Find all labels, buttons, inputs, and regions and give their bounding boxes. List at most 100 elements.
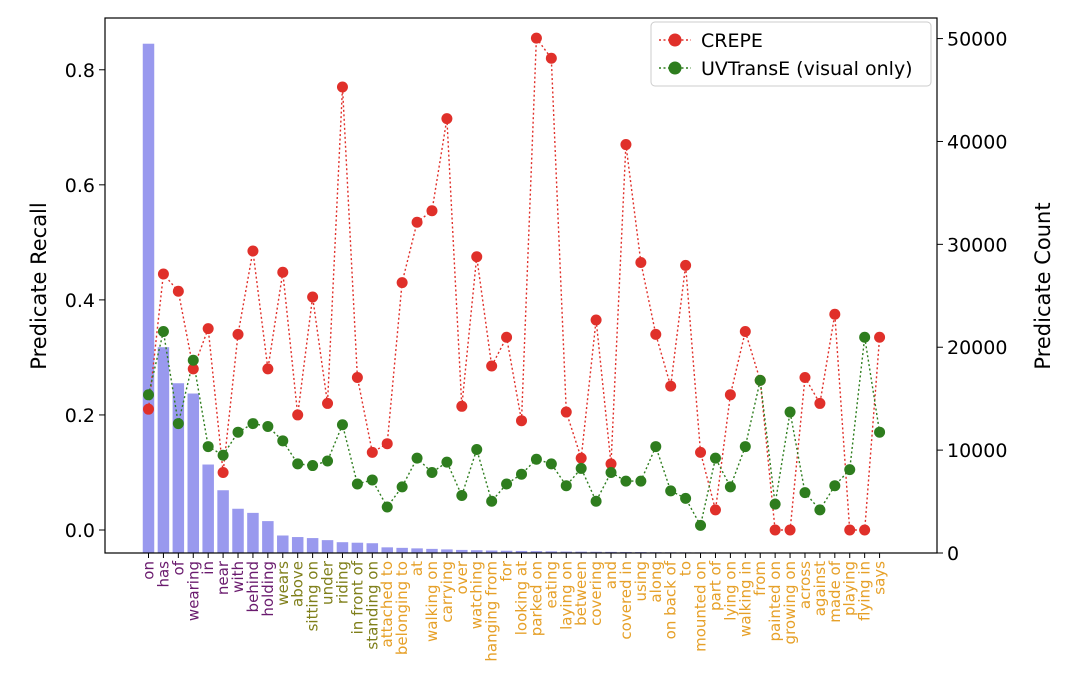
series-2-point-50 bbox=[874, 426, 886, 438]
series-2-point-9 bbox=[262, 420, 274, 432]
series-1-point-47 bbox=[829, 308, 841, 320]
series-2-point-12 bbox=[307, 460, 319, 472]
bar-15 bbox=[351, 542, 364, 553]
series-1-point-38 bbox=[695, 446, 707, 458]
series-2-point-26 bbox=[516, 468, 527, 480]
x-category-label-12: sitting on bbox=[304, 561, 322, 631]
series-2-point-43 bbox=[769, 498, 781, 510]
x-category-label-17: attached to bbox=[378, 561, 396, 647]
series-1-point-44 bbox=[784, 524, 796, 536]
x-category-label-33: covered in bbox=[617, 561, 635, 640]
bar-7 bbox=[232, 508, 244, 553]
series-2-point-29 bbox=[560, 480, 572, 492]
series-2-point-10 bbox=[277, 435, 289, 447]
bar-30 bbox=[575, 551, 587, 553]
x-category-label-42: from bbox=[751, 561, 769, 596]
x-category-label-10: wears bbox=[274, 561, 292, 606]
legend-label-2: UVTransE (visual only) bbox=[701, 58, 913, 80]
series-1-point-3 bbox=[172, 285, 184, 297]
series-2-point-32 bbox=[605, 466, 617, 478]
x-category-label-44: growing on bbox=[781, 561, 799, 644]
x-category-label-11: above bbox=[289, 561, 307, 607]
series-2-point-16 bbox=[366, 474, 378, 486]
bar-3 bbox=[172, 383, 185, 553]
bar-31 bbox=[590, 551, 602, 553]
series-1-point-1 bbox=[143, 403, 154, 415]
y-right-tick-label-5: 40000 bbox=[947, 131, 1007, 153]
series-1-point-33 bbox=[620, 139, 632, 151]
x-category-label-16: standing on bbox=[363, 561, 381, 650]
series-2-point-34 bbox=[635, 475, 647, 487]
y-right-tick-label-2: 10000 bbox=[947, 440, 1007, 462]
x-category-label-40: lying on bbox=[721, 561, 739, 621]
series-2-point-3 bbox=[172, 418, 184, 430]
series-1-point-31 bbox=[590, 314, 602, 326]
series-1-point-50 bbox=[874, 331, 886, 343]
x-category-label-13: under bbox=[319, 560, 337, 605]
legend-label-1: CREPE bbox=[701, 30, 763, 52]
series-1-point-40 bbox=[724, 389, 736, 401]
bar-26 bbox=[515, 550, 528, 553]
bar-19 bbox=[411, 548, 423, 553]
series-1-point-37 bbox=[680, 259, 692, 271]
bar-29 bbox=[560, 551, 573, 553]
x-category-label-3: of bbox=[169, 560, 187, 575]
bar-11 bbox=[291, 537, 304, 553]
series-1-point-36 bbox=[665, 380, 677, 392]
series-1-point-4 bbox=[187, 363, 199, 375]
series-2-point-47 bbox=[829, 480, 841, 492]
series-2-point-39 bbox=[709, 452, 721, 464]
x-category-label-46: against bbox=[811, 561, 829, 616]
category-labels-layer: onhasofwearinginnearwithbehindholdingwea… bbox=[140, 560, 889, 661]
x-category-label-4: wearing bbox=[184, 561, 202, 621]
bar-27 bbox=[530, 551, 543, 553]
series-1-point-27 bbox=[530, 32, 542, 44]
series-1-point-19 bbox=[411, 216, 423, 228]
series-1-point-7 bbox=[232, 328, 244, 340]
series-2-point-7 bbox=[232, 426, 244, 438]
series-2-point-13 bbox=[322, 455, 334, 467]
series-1-point-15 bbox=[351, 372, 363, 384]
series-1-point-9 bbox=[262, 363, 274, 375]
series-line-1 bbox=[147, 36, 881, 531]
series-2-point-4 bbox=[187, 354, 199, 366]
series-2-point-44 bbox=[784, 406, 796, 418]
series-2-point-25 bbox=[501, 478, 513, 490]
series-1-point-20 bbox=[426, 205, 438, 217]
lines-layer bbox=[143, 32, 886, 536]
series-2-point-18 bbox=[396, 481, 408, 493]
series-1-point-25 bbox=[501, 331, 513, 343]
bar-23 bbox=[470, 550, 483, 553]
series-2-point-36 bbox=[665, 485, 677, 497]
series-1-point-23 bbox=[471, 251, 483, 263]
bar-14 bbox=[336, 542, 349, 553]
x-category-label-37: to bbox=[677, 561, 695, 576]
x-category-label-15: in front of bbox=[348, 560, 366, 634]
series-2-point-2 bbox=[157, 326, 169, 338]
bar-18 bbox=[396, 547, 408, 553]
legend-box bbox=[650, 21, 932, 87]
series-2-point-37 bbox=[680, 492, 692, 504]
series-1-point-29 bbox=[560, 406, 572, 418]
y-right-tick-label-3: 20000 bbox=[947, 337, 1007, 359]
series-2-point-46 bbox=[814, 504, 826, 516]
x-category-label-26: looking at bbox=[513, 561, 531, 635]
series-2-point-35 bbox=[650, 441, 662, 453]
y-left-tick-label-4: 0.6 bbox=[65, 175, 95, 197]
y-axis-left-title: Predicate Recall bbox=[27, 202, 51, 369]
series-2-point-22 bbox=[456, 489, 468, 501]
series-1-point-10 bbox=[277, 266, 289, 278]
bars-layer bbox=[142, 43, 886, 553]
series-1-point-12 bbox=[307, 291, 319, 303]
x-category-label-24: hanging from bbox=[483, 561, 501, 662]
series-2-point-1 bbox=[143, 389, 154, 401]
y-left-tick-label-3: 0.4 bbox=[65, 290, 95, 312]
series-2-point-8 bbox=[247, 418, 259, 430]
series-2-point-30 bbox=[575, 462, 587, 474]
x-category-label-21: carrying bbox=[438, 561, 456, 623]
x-category-label-32: and bbox=[602, 561, 620, 589]
x-category-label-6: near bbox=[214, 560, 232, 595]
series-2-point-27 bbox=[530, 453, 542, 465]
x-category-label-34: using bbox=[632, 561, 650, 602]
